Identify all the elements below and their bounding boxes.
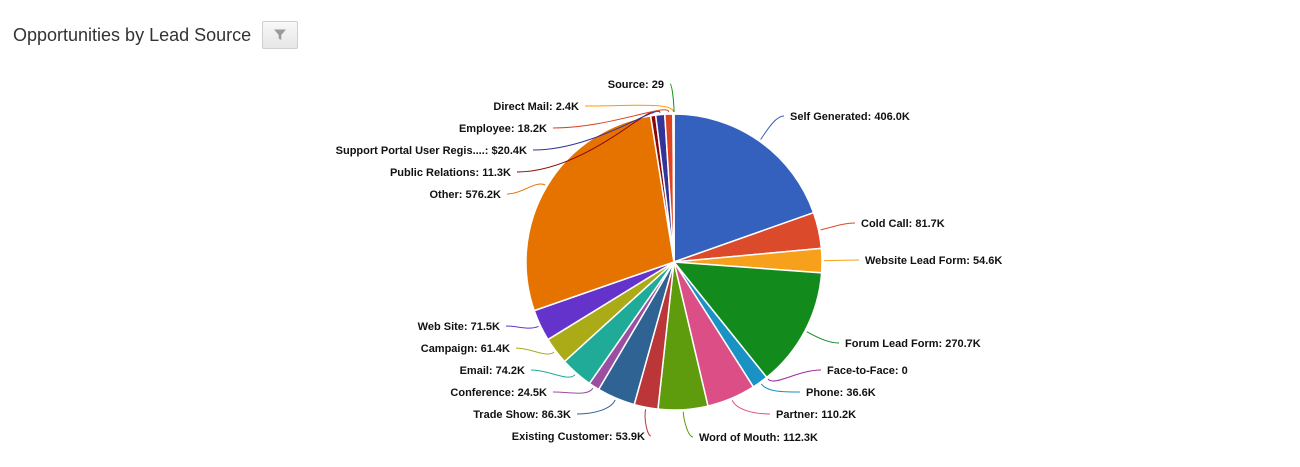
- leader-line-phone: [760, 383, 801, 393]
- data-label-forum-lead-form: Forum Lead Form: 270.7K: [845, 338, 981, 350]
- pie-leader-lines: [505, 83, 860, 438]
- leader-line-existing-customer: [644, 409, 652, 437]
- data-label-direct-mail: Direct Mail: 2.4K: [493, 101, 579, 113]
- leader-line-self-generated: [760, 115, 785, 140]
- leader-line-web-site: [505, 325, 539, 329]
- pie-labels: Self Generated: 406.0K Cold Call: 81.7K We…: [336, 79, 1003, 444]
- data-label-trade-show: Trade Show: 86.3K: [473, 409, 571, 421]
- leader-line-word-of-mouth: [682, 411, 694, 438]
- data-label-other: Other: 576.2K: [429, 189, 501, 201]
- pie-slice-self-generated[interactable]: [673, 113, 815, 264]
- chart-title: Opportunities by Lead Source: [13, 24, 252, 45]
- data-label-phone: Phone: 36.6K: [806, 387, 876, 399]
- leader-line-email: [530, 369, 576, 378]
- leader-line-forum-lead-form: [806, 331, 840, 344]
- data-label-website-lead-form: Website Lead Form: 54.6K: [865, 255, 1002, 267]
- data-label-face-to-face: Face-to-Face: 0: [827, 365, 908, 377]
- leader-line-website-lead-form: [823, 259, 860, 262]
- data-label-email: Email: 74.2K: [460, 365, 525, 377]
- leader-line-support-portal-user-regis: [532, 110, 661, 151]
- data-label-employee: Employee: 18.2K: [459, 123, 547, 135]
- data-label-campaign: Campaign: 61.4K: [421, 343, 510, 355]
- leader-line-partner: [731, 399, 771, 415]
- pie-slices: [525, 113, 823, 411]
- data-label-conference: Conference: 24.5K: [450, 387, 547, 399]
- leader-line-public-relations: [516, 112, 654, 173]
- leader-line-conference: [552, 387, 594, 394]
- data-label-word-of-mouth: Word of Mouth: 112.3K: [699, 432, 818, 444]
- data-label-cold-call: Cold Call: 81.7K: [861, 218, 945, 230]
- filter-button[interactable]: [262, 21, 299, 49]
- leader-line-face-to-face: [767, 369, 822, 382]
- data-label-existing-customer: Existing Customer: 53.9K: [512, 431, 645, 443]
- pie-slice-other[interactable]: [525, 114, 675, 312]
- leader-line-source: [669, 83, 675, 113]
- leader-line-trade-show: [576, 399, 616, 415]
- data-label-web-site: Web Site: 71.5K: [418, 321, 500, 333]
- data-label-support-portal-user-regis: Support Portal User Regis....: $20.4K: [336, 145, 527, 157]
- leader-line-direct-mail: [584, 104, 674, 113]
- chart-header: Opportunities by Lead Source: [13, 20, 299, 50]
- pie-slice-forum-lead-form[interactable]: [672, 261, 823, 379]
- leader-line-employee: [552, 109, 670, 129]
- filter-icon: [274, 29, 287, 40]
- data-label-self-generated: Self Generated: 406.0K: [790, 111, 910, 123]
- data-label-public-relations: Public Relations: 11.3K: [390, 167, 511, 179]
- leader-line-campaign: [515, 347, 555, 355]
- data-label-source: Source: 29: [608, 79, 664, 91]
- leader-line-other: [506, 183, 546, 195]
- leader-line-cold-call: [820, 222, 856, 231]
- data-label-partner: Partner: 110.2K: [776, 409, 856, 421]
